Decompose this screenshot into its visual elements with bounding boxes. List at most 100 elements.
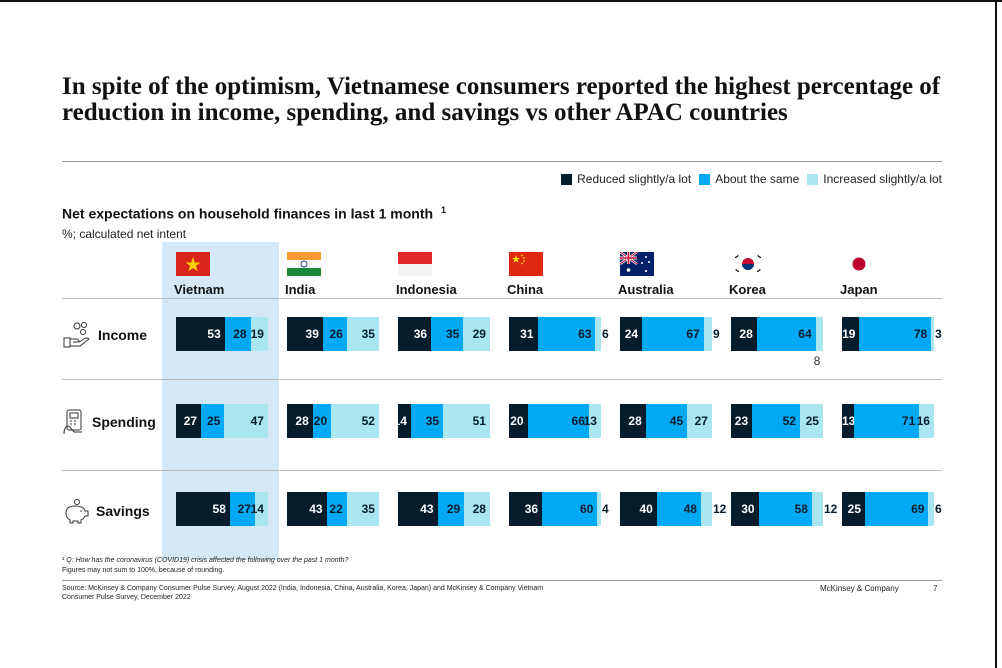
australia-flag-icon (620, 252, 654, 276)
country-vietnam: Vietnam (174, 252, 284, 297)
row-divider (62, 298, 942, 299)
data-label: 6 (601, 327, 609, 341)
data-label: 27 (237, 502, 251, 516)
source-line-2: Consumer Pulse Survey, December 2022 (62, 594, 191, 601)
bar-segment-same: 26 (322, 317, 347, 351)
data-label: 27 (694, 414, 708, 428)
china-flag-icon (509, 252, 543, 276)
bar-segment-same: 69 (865, 492, 929, 526)
bar-segment-reduced: 36 (509, 492, 543, 526)
data-label: 28 (628, 414, 642, 428)
bar-segment-increased: 29 (463, 317, 490, 351)
data-label: 48 (683, 502, 697, 516)
bar-segment-increased: 19 (250, 317, 268, 351)
bar-segment-increased: 47 (224, 404, 268, 438)
row-label-income: Income (62, 321, 147, 349)
data-label: 12 (823, 502, 838, 516)
data-label: 8 (813, 354, 821, 368)
data-label: 66 (571, 414, 585, 428)
bar-segment-reduced: 43 (287, 492, 327, 526)
row-label-spending: Spending (62, 408, 156, 436)
data-label: 36 (524, 502, 539, 516)
data-label: 31 (520, 327, 534, 341)
data-label: 28 (472, 502, 486, 516)
bar-segment-increased: 3 (931, 317, 942, 351)
bar-segment-reduced: 31 (509, 317, 538, 351)
bar-segment-increased: 35 (346, 492, 379, 526)
stacked-bar-india-spending: 28 20 52 (287, 404, 379, 438)
bar-segment-increased: 12 (700, 492, 726, 526)
bar-segment-reduced: 24 (620, 317, 643, 351)
bar-segment-reduced: 13 (842, 404, 856, 438)
bar-segment-same: 52 (752, 404, 800, 438)
data-label: 39 (305, 327, 319, 341)
bar-segment-same: 22 (326, 492, 347, 526)
bar-segment-same: 35 (410, 404, 444, 438)
data-label: 14 (393, 414, 407, 428)
bar-segment-reduced: 40 (620, 492, 657, 526)
stacked-bar-vietnam-income: 53 28 19 (176, 317, 268, 351)
bar-segment-same: 28 (224, 317, 251, 351)
data-label: 63 (578, 327, 592, 341)
data-label: 23 (734, 414, 749, 428)
row-divider (62, 470, 942, 471)
bar-segment-reduced: 19 (842, 317, 860, 351)
bar-segment-reduced: 39 (287, 317, 323, 351)
bar-segment-reduced: 25 (842, 492, 865, 526)
country-label: Japan (840, 282, 878, 297)
data-label: 71 (901, 414, 916, 428)
bar-segment-reduced: 20 (509, 404, 528, 438)
data-label: 25 (805, 414, 819, 428)
bar-segment-same: 48 (656, 492, 701, 526)
row-label-text: Income (98, 327, 148, 343)
chart-subtitle-text: Net expectations on household finances i… (62, 205, 434, 222)
legend-label-same: About the same (715, 172, 800, 186)
country-label: China (507, 282, 544, 297)
page-number: 7 (933, 584, 938, 593)
data-label: 43 (420, 502, 434, 516)
data-label: 28 (739, 327, 753, 341)
bar-segment-increased: 27 (687, 404, 712, 438)
chart-title: In spite of the optimism, Vietnamese con… (62, 73, 941, 126)
indonesia-flag-icon (398, 252, 432, 276)
stacked-bar-indonesia-spending: 14 35 51 (394, 404, 490, 438)
data-label: 6 (934, 502, 942, 516)
bar-segment-same: 27 (229, 492, 255, 526)
data-label: 52 (361, 414, 375, 428)
data-label: 3 (934, 327, 942, 341)
title-divider (62, 161, 942, 162)
data-label: 58 (794, 502, 808, 516)
data-label: 35 (445, 327, 460, 341)
stacked-bar-australia-spending: 28 45 27 (620, 404, 712, 438)
bar-segment-reduced: 30 (731, 492, 759, 526)
bar-segment-reduced: 28 (620, 404, 646, 438)
vietnam-flag-icon (176, 252, 210, 276)
data-label: 60 (579, 502, 594, 516)
bar-segment-increased: 4 (597, 492, 609, 526)
data-label: 78 (913, 327, 928, 341)
stacked-bar-japan-income: 19 78 3 (842, 317, 942, 351)
bar-segment-reduced: 28 (287, 404, 313, 438)
bar-segment-same: 66 (527, 404, 589, 438)
row-divider (62, 379, 942, 380)
country-australia: Australia (618, 252, 728, 297)
legend: Reduced slightly/a lot About the same In… (553, 172, 942, 186)
bar-segment-increased: 9 (703, 317, 720, 351)
data-label: 13 (842, 414, 856, 428)
data-label: 51 (472, 414, 486, 428)
legend-item-same: About the same (699, 172, 799, 186)
data-label: 24 (624, 327, 639, 341)
data-label: 9 (712, 327, 720, 341)
hand-coins-icon (63, 322, 90, 348)
bar-segment-reduced: 27 (176, 404, 202, 438)
footnote: ¹ Q: How has the coronavirus (COVID19) c… (62, 557, 349, 564)
stacked-bar-china-savings: 36 60 4 (509, 492, 609, 526)
bar-segment-same: 45 (645, 404, 688, 438)
bar-segment-same: 35 (431, 317, 464, 351)
row-label-text: Savings (96, 503, 150, 519)
data-label: 43 (309, 502, 323, 516)
bar-segment-same: 58 (758, 492, 812, 526)
stacked-bar-indonesia-savings: 43 29 28 (398, 492, 490, 526)
bar-segment-same: 20 (312, 404, 332, 438)
data-label: 28 (295, 414, 309, 428)
